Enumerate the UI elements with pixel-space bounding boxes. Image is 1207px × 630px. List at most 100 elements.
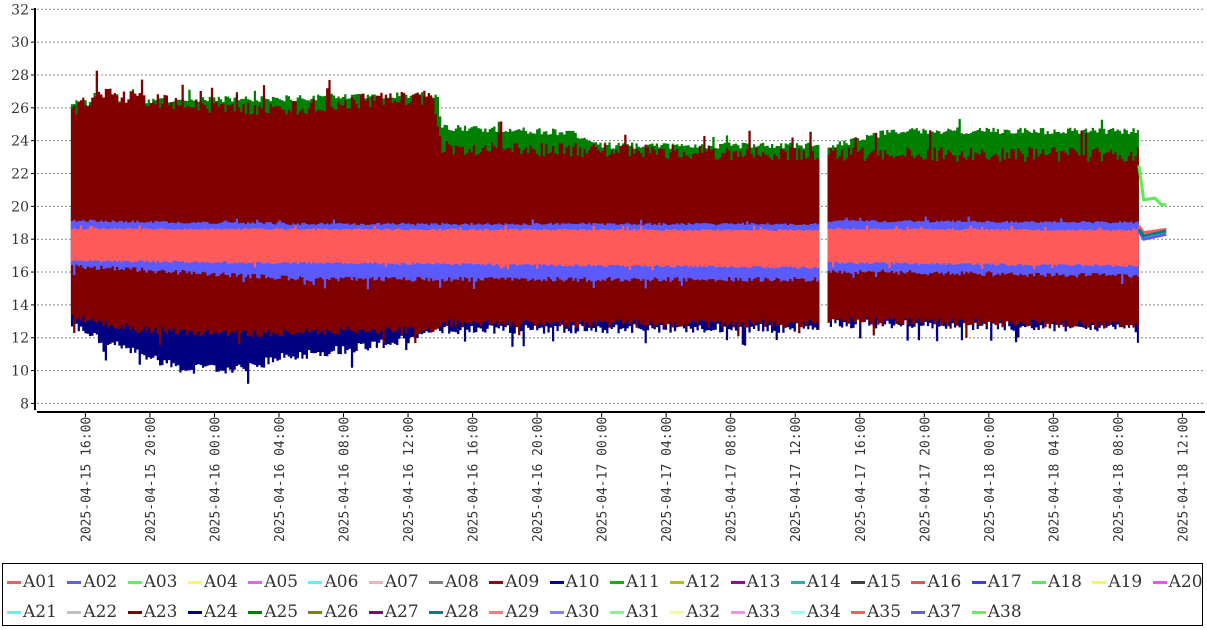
legend-swatch	[308, 610, 323, 614]
legend-item-a33[interactable]: A33	[730, 602, 791, 622]
legend-label: A02	[83, 572, 118, 592]
legend-label: A03	[143, 572, 178, 592]
legend-item-a32[interactable]: A32	[670, 602, 730, 622]
legend-label: A18	[1048, 572, 1082, 592]
legend-item-a04[interactable]: A04	[187, 572, 248, 592]
legend-swatch	[971, 610, 986, 614]
legend-item-a20[interactable]: A20	[1152, 572, 1207, 592]
x-tick-label: 2025-04-15 16:00	[79, 417, 94, 542]
legend-item-a31[interactable]: A31	[609, 602, 670, 622]
legend-label: A23	[143, 602, 178, 622]
x-tick-label: 2025-04-17 12:00	[789, 417, 804, 542]
legend-swatch	[429, 610, 444, 614]
legend-item-a19[interactable]: A19	[1092, 572, 1152, 592]
legend-item-a16[interactable]: A16	[911, 572, 971, 592]
legend-item-a37[interactable]: A37	[911, 602, 971, 622]
x-axis-ticks: 2025-04-15 16:00 2025-04-15 20:00 2025-04-…	[79, 412, 1191, 542]
legend-item-a12[interactable]: A12	[670, 572, 730, 592]
legend-label: A07	[384, 572, 419, 592]
legend-swatch	[790, 610, 805, 614]
legend-label: A28	[445, 602, 479, 622]
legend-label: A37	[927, 602, 962, 622]
legend-item-a13[interactable]: A13	[730, 572, 791, 592]
x-tick-label: 2025-04-16 08:00	[338, 417, 353, 542]
legend-swatch	[911, 580, 926, 584]
legend-label: A22	[83, 602, 118, 622]
x-tick-label: 2025-04-17 04:00	[660, 417, 675, 542]
legend-swatch	[609, 610, 624, 614]
legend-item-a15[interactable]: A15	[851, 572, 911, 592]
legend-item-a25[interactable]: A25	[248, 602, 308, 622]
legend-item-a29[interactable]: A29	[489, 602, 549, 622]
legend-label: A05	[264, 572, 299, 592]
legend-swatch	[127, 610, 142, 614]
legend-label: A25	[264, 602, 299, 622]
legend-swatch	[187, 580, 202, 584]
y-tick-label: 26	[11, 101, 29, 117]
legend-swatch	[489, 580, 504, 584]
legend-label: A10	[565, 572, 600, 592]
legend-item-a10[interactable]: A10	[549, 572, 610, 592]
legend-item-a38[interactable]: A38	[971, 602, 1032, 622]
legend-item-a28[interactable]: A28	[429, 602, 489, 622]
legend-item-a30[interactable]: A30	[549, 602, 610, 622]
x-tick-label: 2025-04-16 04:00	[273, 417, 288, 542]
legend-item-a17[interactable]: A17	[971, 572, 1032, 592]
legend-swatch	[308, 580, 323, 584]
legend-item-a22[interactable]: A22	[67, 602, 127, 622]
legend-item-a06[interactable]: A06	[308, 572, 368, 592]
legend-item-a24[interactable]: A24	[187, 602, 248, 622]
y-axis-ticks: 8 10 12 14 16 18 20 22 24 26 28 30 32	[11, 2, 35, 412]
legend-item-a11[interactable]: A11	[609, 572, 670, 592]
legend-label: A27	[384, 602, 419, 622]
legend-swatch	[549, 610, 564, 614]
legend: A01 A02 A03 A04 A05 A06 A07 A08 A09 A10 A11 A12 A13 A…	[2, 563, 1203, 626]
x-tick-label: 2025-04-16 12:00	[402, 417, 417, 542]
legend-label: A38	[987, 602, 1022, 622]
series-line-a28	[1137, 228, 1167, 238]
x-tick-label: 2025-04-17 16:00	[854, 417, 869, 542]
y-tick-label: 28	[11, 68, 29, 84]
legend-swatch	[248, 610, 263, 614]
x-tick-label: 2025-04-16 00:00	[208, 417, 223, 542]
legend-label: A16	[927, 572, 962, 592]
legend-label: A19	[1108, 572, 1143, 592]
legend-item-a02[interactable]: A02	[67, 572, 127, 592]
legend-label: A20	[1168, 572, 1203, 592]
legend-label: A24	[203, 602, 238, 622]
legend-label: A31	[625, 602, 660, 622]
legend-label: A12	[686, 572, 721, 592]
legend-swatch	[1032, 580, 1047, 584]
legend-swatch	[489, 610, 504, 614]
legend-item-a27[interactable]: A27	[368, 602, 429, 622]
legend-item-a14[interactable]: A14	[790, 572, 851, 592]
legend-item-a26[interactable]: A26	[308, 602, 368, 622]
legend-item-a18[interactable]: A18	[1032, 572, 1092, 592]
legend-label: A11	[625, 572, 660, 592]
legend-item-a09[interactable]: A09	[489, 572, 549, 592]
y-tick-label: 8	[20, 396, 29, 412]
legend-item-a34[interactable]: A34	[790, 602, 851, 622]
legend-row: A01 A02 A03 A04 A05 A06 A07 A08 A09 A10 A11 A12 A13 A…	[7, 572, 1207, 592]
legend-label: A34	[806, 602, 841, 622]
legend-swatch	[851, 610, 866, 614]
y-tick-label: 24	[11, 134, 29, 150]
series-band-a23	[70, 70, 820, 346]
legend-item-a05[interactable]: A05	[248, 572, 308, 592]
series-band-a01	[70, 225, 820, 271]
legend-item-a01[interactable]: A01	[7, 572, 67, 592]
legend-item-a35[interactable]: A35	[851, 602, 911, 622]
x-tick-label: 2025-04-17 08:00	[725, 417, 740, 542]
legend-swatch	[127, 580, 142, 584]
legend-item-a07[interactable]: A07	[368, 572, 429, 592]
legend-label: A04	[203, 572, 238, 592]
legend-item-a03[interactable]: A03	[127, 572, 188, 592]
legend-swatch	[1092, 580, 1107, 584]
legend-item-a21[interactable]: A21	[7, 602, 67, 622]
legend-item-a23[interactable]: A23	[127, 602, 188, 622]
chart-plot: 8 10 12 14 16 18 20 22 24 26 28 30 32 2025-04-15 16:…	[11, 2, 1205, 542]
legend-item-a08[interactable]: A08	[429, 572, 489, 592]
legend-swatch	[911, 610, 926, 614]
legend-label: A26	[324, 602, 359, 622]
x-tick-label: 2025-04-16 20:00	[531, 417, 546, 542]
